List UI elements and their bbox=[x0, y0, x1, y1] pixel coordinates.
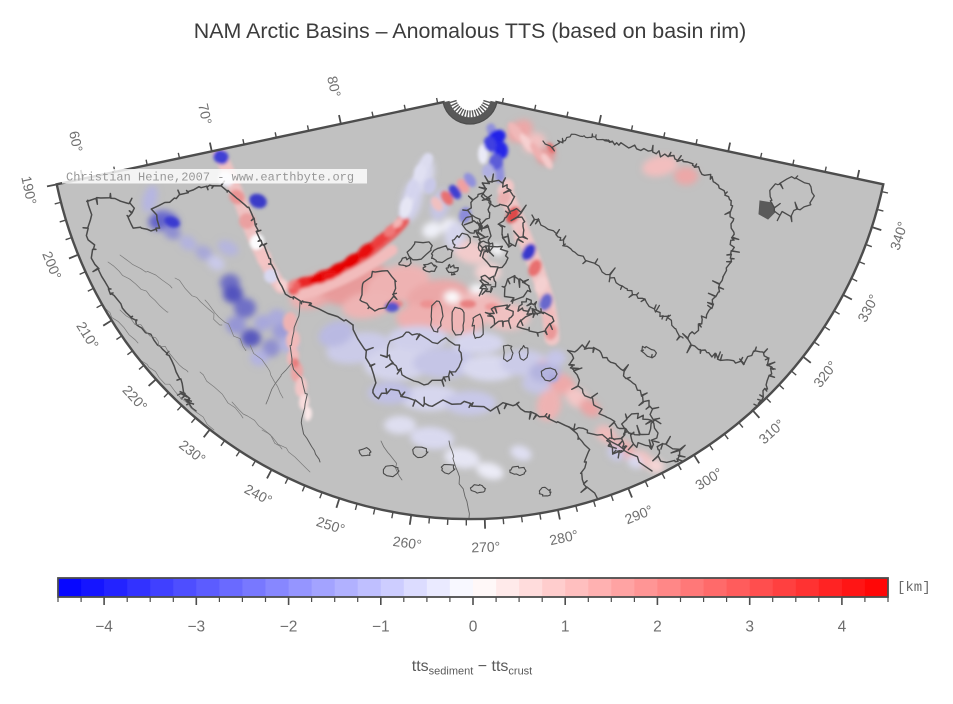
svg-text:[km]: [km] bbox=[897, 580, 931, 596]
svg-text:NAM Arctic Basins – Anomalous: NAM Arctic Basins – Anomalous TTS (based… bbox=[194, 19, 746, 43]
svg-text:−3: −3 bbox=[187, 619, 205, 636]
svg-text:−1: −1 bbox=[372, 619, 390, 636]
svg-text:−4: −4 bbox=[95, 619, 113, 636]
svg-text:0: 0 bbox=[469, 619, 478, 636]
svg-text:4: 4 bbox=[838, 619, 847, 636]
svg-text:270°: 270° bbox=[471, 538, 501, 555]
svg-text:−2: −2 bbox=[280, 619, 298, 636]
svg-text:1: 1 bbox=[561, 619, 570, 636]
svg-text:3: 3 bbox=[745, 619, 754, 636]
svg-text:2: 2 bbox=[653, 619, 662, 636]
svg-text:Christian Heine,2007 - www.ear: Christian Heine,2007 - www.earthbyte.org bbox=[66, 171, 354, 185]
